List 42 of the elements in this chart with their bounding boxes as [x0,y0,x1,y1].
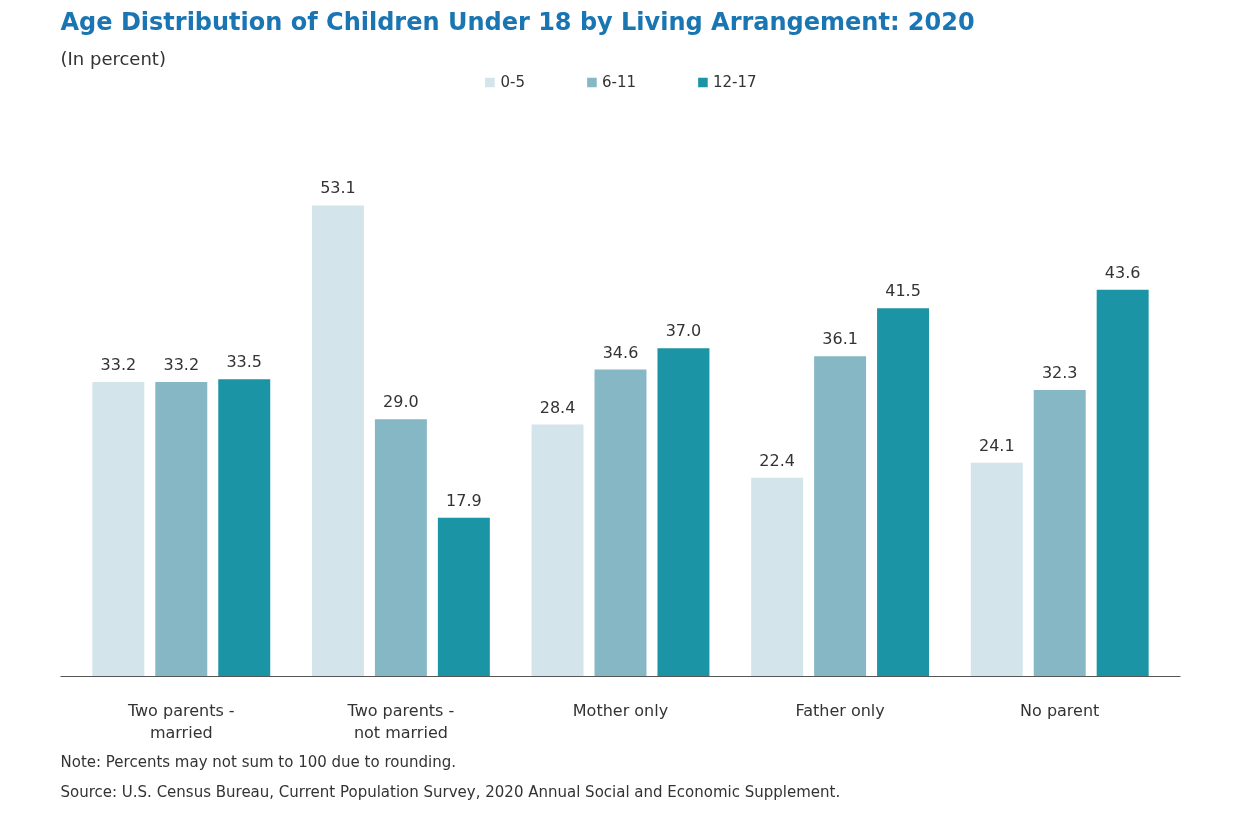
bar [311,205,364,677]
data-label: 24.1 [978,435,1015,455]
bar [155,381,208,677]
data-label: 43.6 [1104,262,1141,282]
legend-label: 12-17 [712,73,757,91]
bar [970,462,1023,677]
data-label: 36.1 [822,329,858,349]
data-label: 53.1 [320,178,356,198]
text: Note: Percents may not sum to 100 due to rounding. [60,752,456,771]
bar [374,419,427,677]
chart-title: Age Distribution of Children Under 18 by Living Arrangement: 2020 [60,7,975,36]
bar [1033,389,1086,677]
bar [92,381,145,677]
data-label: 29.0 [383,392,419,412]
data-label: 32.3 [1041,362,1078,382]
legend-label: 0-5 [500,73,525,91]
bar [657,348,710,677]
x-tick-label: Two parents - not married [346,700,455,743]
data-label: 37.0 [665,321,702,341]
bar [531,424,584,677]
data-label: 34.6 [602,342,639,362]
data-label: 41.5 [885,281,921,301]
data-label: 33.5 [226,352,263,372]
bar [437,517,490,677]
chart-subtitle: (In percent) [60,47,166,69]
data-label: 33.2 [163,354,200,374]
source-note: Source: U.S. Census Bureau, Current Population Survey, 2020 Annual Social and Economic Supplement. [60,782,841,801]
x-tick-label: Mother only [572,700,669,720]
data-label: 28.4 [539,397,576,417]
x-tick-label: Father only [795,700,885,720]
bar [751,477,804,677]
data-label: 33.2 [100,354,137,374]
bar [877,308,930,677]
data-label: 17.9 [446,490,482,510]
legend-label: 6-11 [601,73,636,91]
x-tick-label: No parent [1020,700,1100,720]
bar [1096,289,1149,677]
bar [814,356,867,677]
bar [594,369,647,677]
x-tick-label: Two parents - married [126,700,235,743]
data-label: 22.4 [759,450,795,470]
bar [218,379,271,677]
